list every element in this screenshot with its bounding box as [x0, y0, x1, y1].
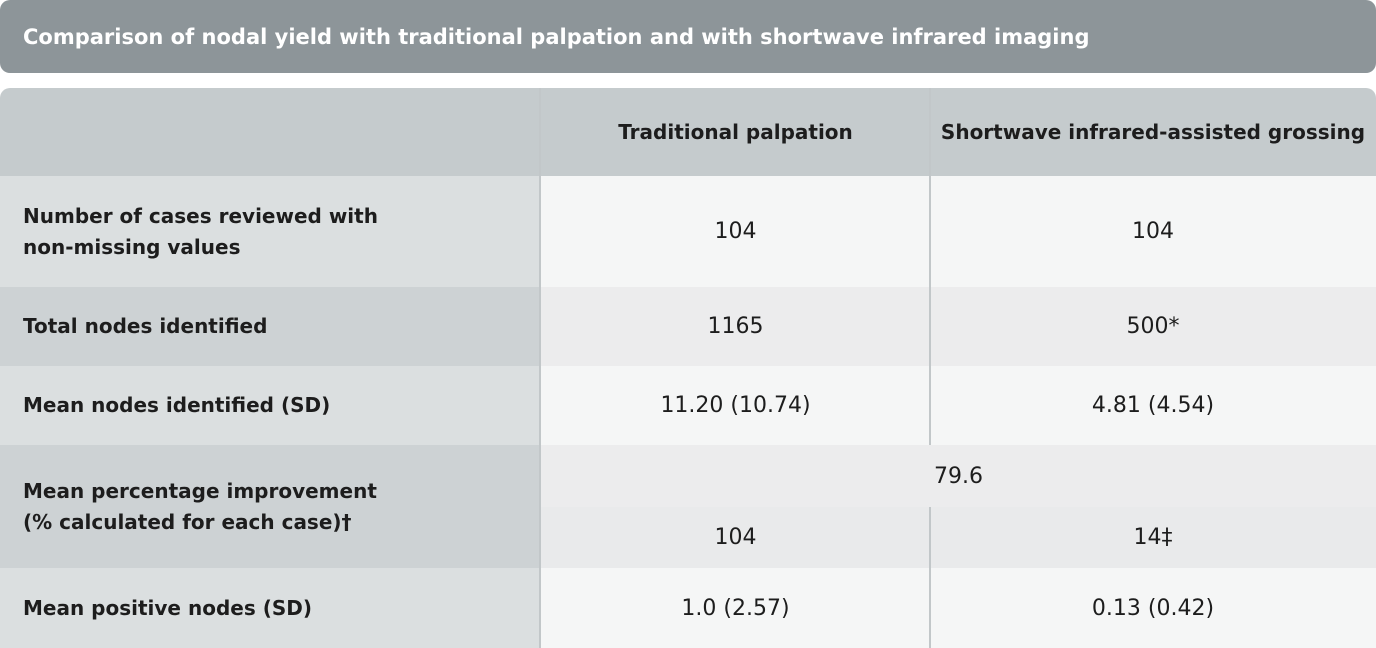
cell-value: 14‡ [1133, 525, 1173, 550]
cell-value: 79.6 [934, 463, 983, 489]
cell-value: 1.0 (2.57) [681, 595, 790, 621]
cell-cases-traditional: 104 [541, 176, 930, 287]
cell-value: 4.81 (4.54) [1091, 393, 1215, 418]
table-title-text: Comparison of nodal yield with tradition… [23, 24, 1090, 49]
cell-value: 104 [714, 525, 757, 550]
cell-value: 104 [714, 219, 757, 244]
row-label-line: (% calculated for each case)† [23, 509, 352, 534]
row-label-mean-nodes: Mean nodes identified (SD) [0, 366, 541, 445]
cell-value: 0.13 (0.42) [1091, 595, 1215, 621]
cell-value: 1165 [707, 314, 764, 339]
cell-total-traditional: 1165 [541, 287, 930, 366]
cell-value: 104 [1132, 219, 1174, 244]
row-label-text: Total nodes identified [23, 314, 268, 338]
row-label-line: Number of cases reviewed with [23, 203, 378, 228]
row-label-percentage-improvement: Mean percentage improvement (% calculate… [0, 445, 541, 568]
row-label-total-nodes: Total nodes identified [0, 287, 541, 366]
header-col1-text: Traditional palpation [618, 120, 853, 144]
cell-cases-infrared: 104 [930, 176, 1376, 287]
cell-total-infrared: 500* [930, 287, 1376, 366]
row-label-cases-reviewed: Number of cases reviewed with non-missin… [0, 176, 541, 287]
cell-value: 500* [1126, 314, 1180, 339]
table-title: Comparison of nodal yield with tradition… [0, 0, 1376, 73]
column-divider [929, 88, 931, 445]
header-row-label-cell [0, 88, 541, 176]
cell-mean-traditional: 11.20 (10.74) [541, 366, 930, 445]
cell-mean-infrared: 4.81 (4.54) [930, 366, 1376, 445]
cell-positive-traditional: 1.0 (2.57) [541, 568, 930, 648]
cell-improvement-traditional: 104 [541, 507, 930, 568]
column-divider [929, 507, 931, 648]
header-col2-text: Shortwave infrared-assisted grossing [940, 120, 1366, 144]
row-label-line: Mean percentage improvement [23, 478, 377, 503]
header-shortwave-infrared: Shortwave infrared-assisted grossing [930, 88, 1376, 176]
cell-value: 11.20 (10.74) [660, 393, 811, 418]
header-traditional-palpation: Traditional palpation [541, 88, 930, 176]
row-label-text: Mean positive nodes (SD) [23, 595, 312, 620]
row-label-line: non-missing values [23, 234, 241, 259]
comparison-table: Traditional palpation Shortwave infrared… [0, 88, 1376, 648]
column-divider [539, 88, 541, 648]
cell-improvement-infrared: 14‡ [930, 507, 1376, 568]
row-label-positive-nodes: Mean positive nodes (SD) [0, 568, 541, 648]
cell-improvement-merged: 79.6 [541, 445, 1376, 507]
row-label-text: Mean nodes identified (SD) [23, 393, 331, 417]
cell-positive-infrared: 0.13 (0.42) [930, 568, 1376, 648]
